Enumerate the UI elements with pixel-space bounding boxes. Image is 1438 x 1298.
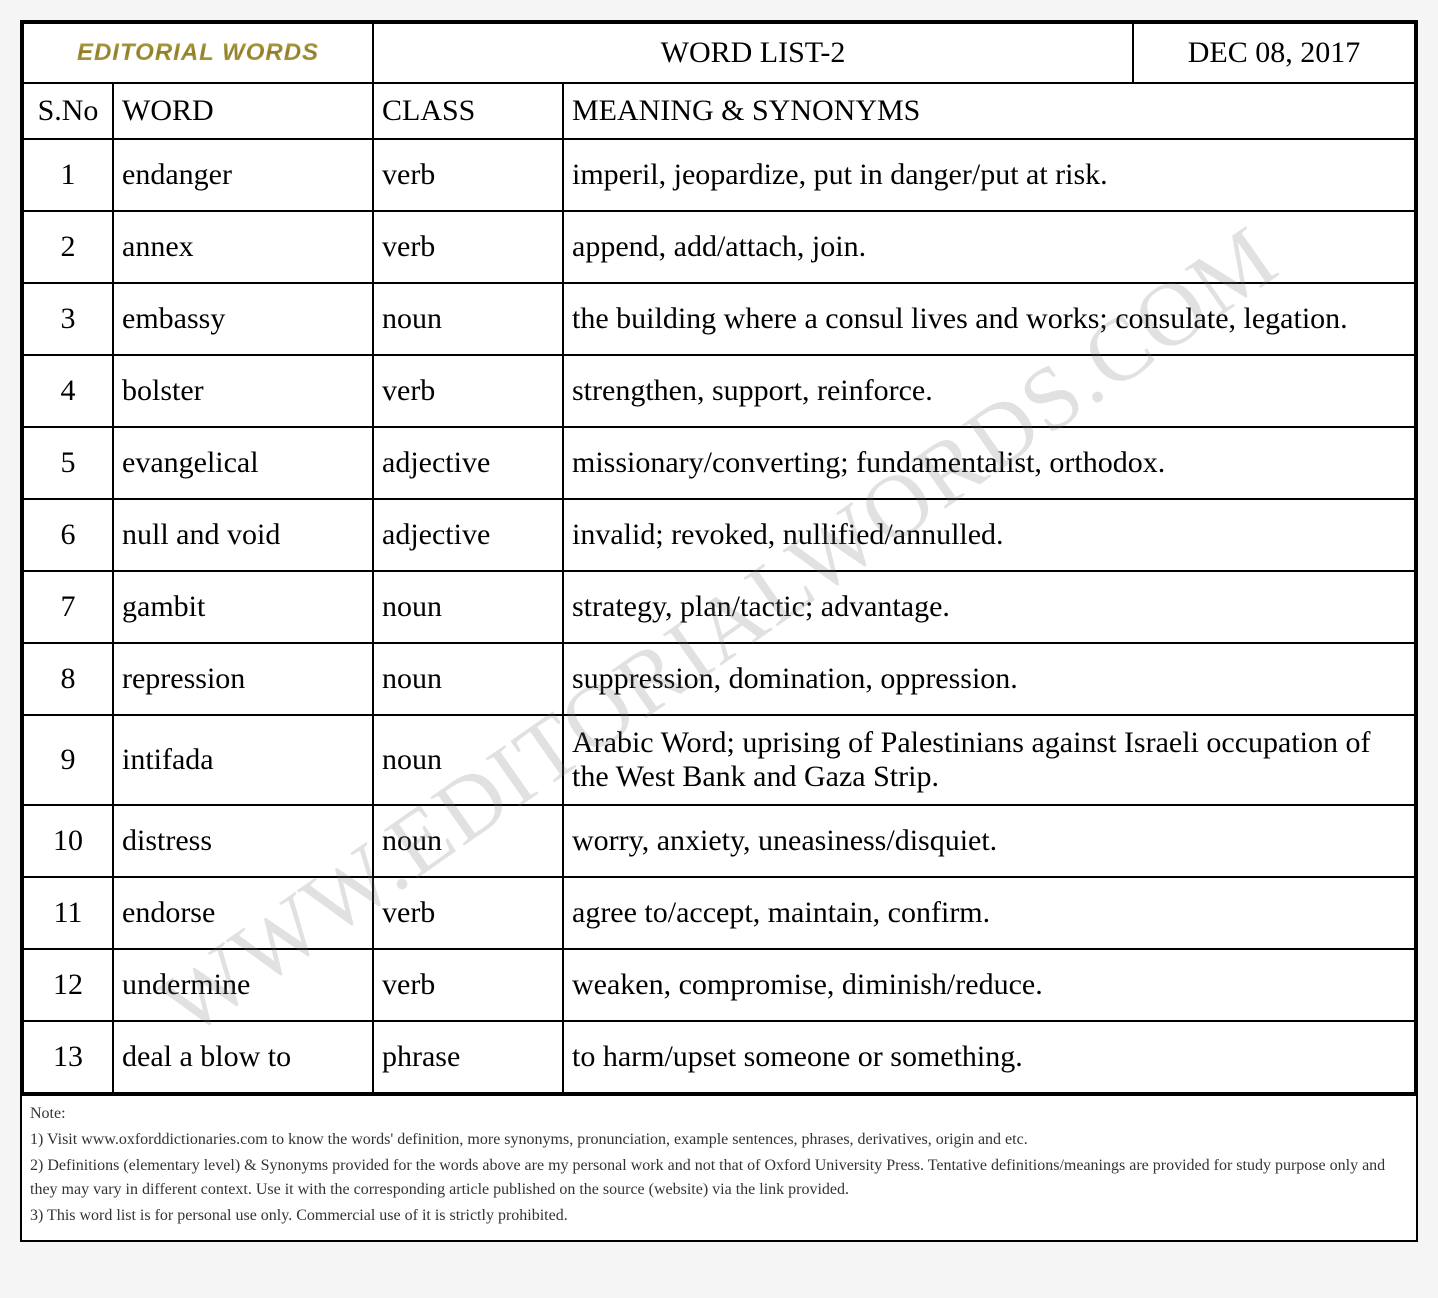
cell-word: intifada — [113, 715, 373, 805]
table-row: 8repressionnounsuppression, domination, … — [23, 643, 1415, 715]
col-header-word: WORD — [113, 83, 373, 139]
cell-meaning: suppression, domination, oppression. — [563, 643, 1415, 715]
cell-sno: 8 — [23, 643, 113, 715]
cell-meaning: the building where a consul lives and wo… — [563, 283, 1415, 355]
cell-class: noun — [373, 283, 563, 355]
cell-word: bolster — [113, 355, 373, 427]
cell-meaning: worry, anxiety, uneasiness/disquiet. — [563, 805, 1415, 877]
page-date: DEC 08, 2017 — [1134, 24, 1414, 82]
notes-section: Note: 1) Visit www.oxforddictionaries.co… — [22, 1094, 1416, 1240]
col-header-sno: S.No — [23, 83, 113, 139]
cell-word: embassy — [113, 283, 373, 355]
page-title: WORD LIST-2 — [374, 24, 1134, 82]
cell-word: evangelical — [113, 427, 373, 499]
cell-meaning: append, add/attach, join. — [563, 211, 1415, 283]
logo-cell: EDITORIAL WORDS — [23, 23, 373, 83]
title-date-wrap: WORD LIST-2DEC 08, 2017 — [373, 23, 1415, 83]
cell-sno: 2 — [23, 211, 113, 283]
cell-sno: 13 — [23, 1021, 113, 1093]
cell-class: verb — [373, 949, 563, 1021]
cell-word: distress — [113, 805, 373, 877]
cell-sno: 1 — [23, 139, 113, 211]
cell-sno: 3 — [23, 283, 113, 355]
table-row: 13deal a blow tophraseto harm/upset some… — [23, 1021, 1415, 1093]
cell-word: gambit — [113, 571, 373, 643]
cell-word: annex — [113, 211, 373, 283]
cell-class: noun — [373, 643, 563, 715]
note-item: 2) Definitions (elementary level) & Syno… — [30, 1154, 1408, 1202]
cell-sno: 4 — [23, 355, 113, 427]
table-row: 5evangelicaladjectivemissionary/converti… — [23, 427, 1415, 499]
cell-sno: 10 — [23, 805, 113, 877]
col-header-class: CLASS — [373, 83, 563, 139]
cell-class: noun — [373, 805, 563, 877]
column-header-row: S.No WORD CLASS MEANING & SYNONYMS — [23, 83, 1415, 139]
cell-word: undermine — [113, 949, 373, 1021]
cell-meaning: to harm/upset someone or something. — [563, 1021, 1415, 1093]
cell-word: null and void — [113, 499, 373, 571]
cell-class: verb — [373, 211, 563, 283]
table-row: 1endangerverbimperil, jeopardize, put in… — [23, 139, 1415, 211]
cell-class: noun — [373, 571, 563, 643]
cell-meaning: weaken, compromise, diminish/reduce. — [563, 949, 1415, 1021]
cell-class: verb — [373, 139, 563, 211]
cell-meaning: strengthen, support, reinforce. — [563, 355, 1415, 427]
cell-sno: 9 — [23, 715, 113, 805]
table-row: 12undermineverbweaken, compromise, dimin… — [23, 949, 1415, 1021]
header-row: EDITORIAL WORDS WORD LIST-2DEC 08, 2017 — [23, 23, 1415, 83]
cell-word: endanger — [113, 139, 373, 211]
col-header-meaning: MEANING & SYNONYMS — [563, 83, 1415, 139]
table-row: 7gambitnounstrategy, plan/tactic; advant… — [23, 571, 1415, 643]
cell-sno: 7 — [23, 571, 113, 643]
cell-sno: 11 — [23, 877, 113, 949]
cell-meaning: invalid; revoked, nullified/annulled. — [563, 499, 1415, 571]
cell-word: deal a blow to — [113, 1021, 373, 1093]
cell-sno: 12 — [23, 949, 113, 1021]
cell-meaning: Arabic Word; uprising of Palestinians ag… — [563, 715, 1415, 805]
cell-meaning: strategy, plan/tactic; advantage. — [563, 571, 1415, 643]
table-row: 4bolsterverbstrengthen, support, reinfor… — [23, 355, 1415, 427]
note-item: 1) Visit www.oxforddictionaries.com to k… — [30, 1128, 1408, 1152]
table-row: 11endorseverbagree to/accept, maintain, … — [23, 877, 1415, 949]
cell-class: verb — [373, 355, 563, 427]
notes-heading: Note: — [30, 1102, 1408, 1126]
cell-meaning: imperil, jeopardize, put in danger/put a… — [563, 139, 1415, 211]
cell-word: endorse — [113, 877, 373, 949]
cell-meaning: missionary/converting; fundamentalist, o… — [563, 427, 1415, 499]
table-row: 9intifadanounArabic Word; uprising of Pa… — [23, 715, 1415, 805]
cell-class: phrase — [373, 1021, 563, 1093]
cell-sno: 5 — [23, 427, 113, 499]
cell-class: noun — [373, 715, 563, 805]
table-row: 3embassynounthe building where a consul … — [23, 283, 1415, 355]
table-row: 2annexverbappend, add/attach, join. — [23, 211, 1415, 283]
cell-class: verb — [373, 877, 563, 949]
cell-class: adjective — [373, 427, 563, 499]
cell-sno: 6 — [23, 499, 113, 571]
logo-text: EDITORIAL WORDS — [77, 39, 319, 66]
note-item: 3) This word list is for personal use on… — [30, 1204, 1408, 1228]
cell-class: adjective — [373, 499, 563, 571]
cell-meaning: agree to/accept, maintain, confirm. — [563, 877, 1415, 949]
word-list-table: EDITORIAL WORDS WORD LIST-2DEC 08, 2017 S… — [22, 22, 1416, 1094]
table-row: 6null and voidadjectiveinvalid; revoked,… — [23, 499, 1415, 571]
cell-word: repression — [113, 643, 373, 715]
table-row: 10distressnounworry, anxiety, uneasiness… — [23, 805, 1415, 877]
word-list-page: WWW.EDITORIALWORDS.COM EDITORIAL WORDSWO… — [20, 20, 1418, 1242]
